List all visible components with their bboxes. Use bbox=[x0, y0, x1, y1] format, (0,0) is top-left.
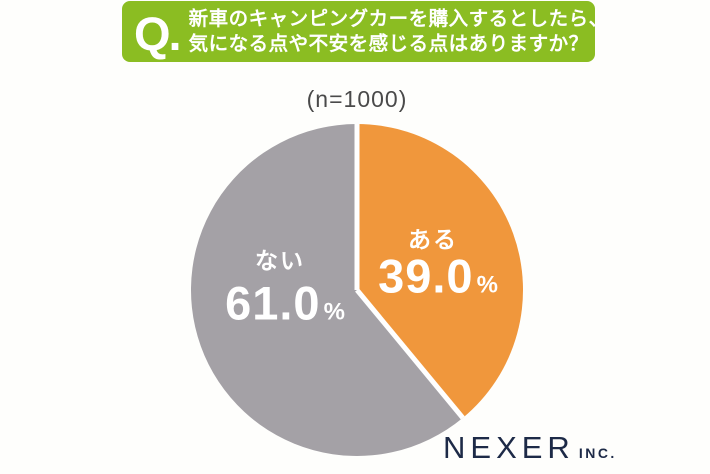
slice-value-nai-percent-sign: % bbox=[323, 298, 345, 326]
slice-value-aru-percent-sign: % bbox=[476, 271, 498, 299]
brand-suffix: INC. bbox=[578, 445, 617, 461]
slice-label-nai: ない bbox=[255, 247, 305, 274]
slice-label-aru: ある bbox=[408, 226, 458, 253]
slice-value-aru: 39.0 % bbox=[378, 253, 498, 300]
question-text: 新車のキャンピングカーを購入するとしたら、 気になる点や不安を感じる点はあります… bbox=[189, 7, 609, 57]
brand-logo: NEXER INC. bbox=[443, 430, 617, 466]
pie-slice-1 bbox=[190, 124, 463, 456]
question-mark-label: Q. bbox=[134, 7, 182, 60]
question-line-1: 新車のキャンピングカーを購入するとしたら、 bbox=[188, 7, 609, 30]
slice-value-aru-number: 39.0 bbox=[378, 249, 474, 303]
brand-name: NEXER bbox=[443, 430, 575, 465]
pie-slice-0 bbox=[357, 124, 523, 418]
slice-value-nai: 61.0 % bbox=[225, 280, 345, 327]
sample-size-label: (n=1000) bbox=[306, 86, 408, 112]
pie-slice-divider bbox=[355, 288, 465, 420]
question-line-2: 気になる点や不安を感じる点はありますか？ bbox=[188, 32, 589, 55]
pie-chart-container bbox=[187, 120, 527, 460]
question-banner: Q. 新車のキャンピングカーを購入するとしたら、 気になる点や不安を感じる点はあ… bbox=[122, 1, 608, 62]
slice-value-nai-number: 61.0 bbox=[225, 276, 321, 330]
pie-chart bbox=[190, 124, 523, 456]
